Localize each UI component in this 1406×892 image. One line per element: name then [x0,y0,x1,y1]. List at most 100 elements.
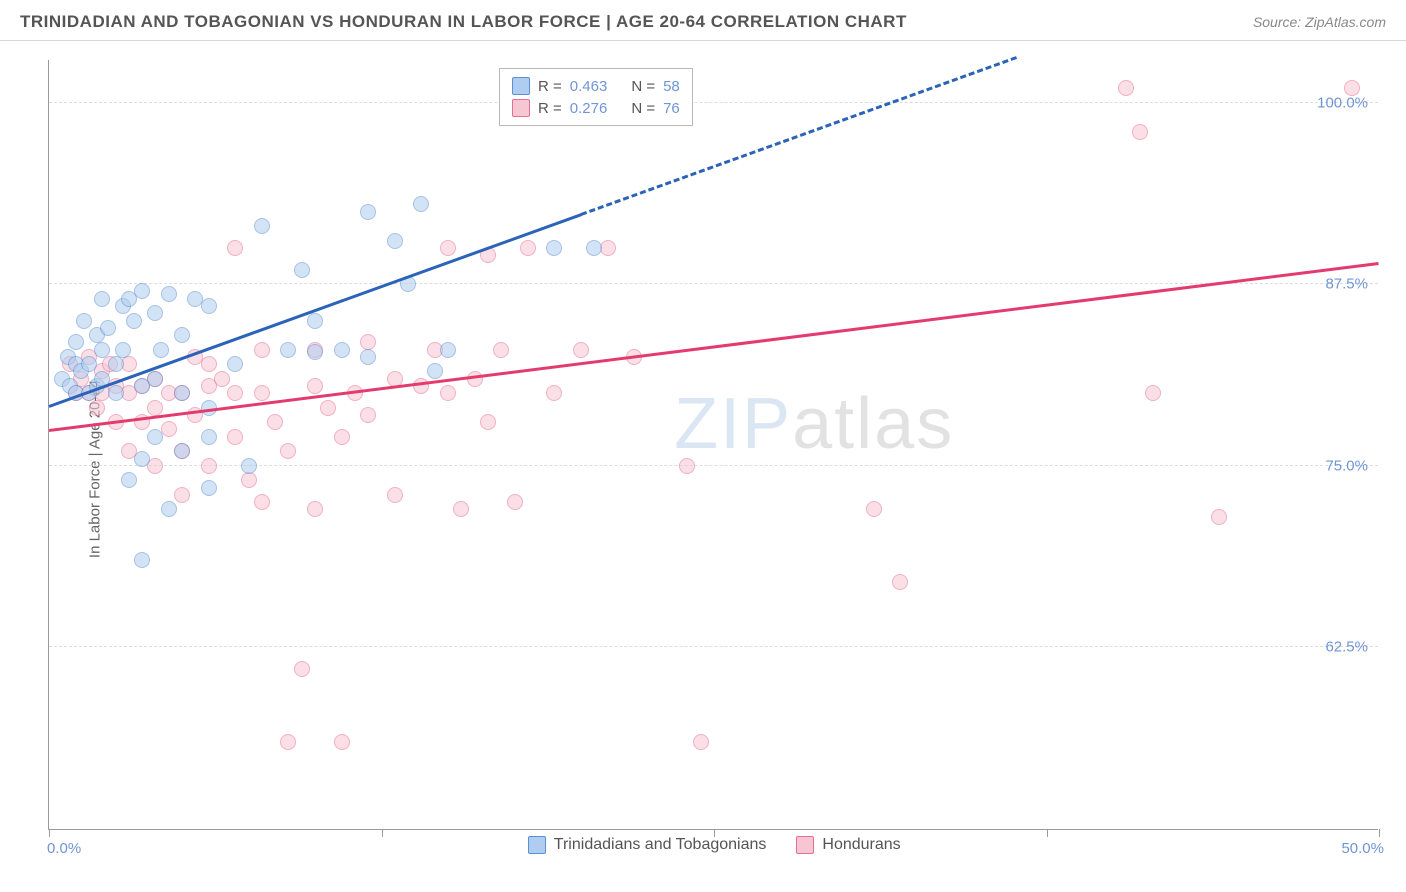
chart-area: In Labor Force | Age 20-64 ZIPatlas 62.5… [0,46,1406,892]
scatter-point [360,204,376,220]
scatter-point [440,342,456,358]
scatter-point [76,313,92,329]
legend-label: Hondurans [822,836,900,854]
scatter-point [108,385,124,401]
scatter-point [679,458,695,474]
scatter-point [294,661,310,677]
scatter-point [214,371,230,387]
scatter-point [1145,385,1161,401]
scatter-point [174,487,190,503]
scatter-point [334,734,350,750]
y-tick-label: 62.5% [1325,639,1368,656]
gridline [49,102,1378,103]
x-tick-label: 50.0% [1329,840,1384,857]
scatter-point [1118,80,1134,96]
scatter-point [520,240,536,256]
scatter-point [387,487,403,503]
scatter-point [693,734,709,750]
scatter-point [227,240,243,256]
scatter-point [174,327,190,343]
scatter-point [1211,509,1227,525]
scatter-point [480,414,496,430]
scatter-point [227,429,243,445]
scatter-point [147,429,163,445]
x-tick [1379,829,1380,837]
legend-item: Hondurans [796,836,900,854]
chart-title: TRINIDADIAN AND TOBAGONIAN VS HONDURAN I… [20,12,907,32]
scatter-point [254,494,270,510]
scatter-point [427,363,443,379]
legend-swatch [512,77,530,95]
scatter-point [453,501,469,517]
scatter-point [573,342,589,358]
scatter-point [440,385,456,401]
scatter-point [153,342,169,358]
x-tick [1047,829,1048,837]
x-tick [382,829,383,837]
trend-line [49,262,1379,432]
scatter-point [507,494,523,510]
scatter-point [280,342,296,358]
scatter-point [227,356,243,372]
scatter-point [126,313,142,329]
plot-region: ZIPatlas 62.5%75.0%87.5%100.0%0.0%50.0%R… [48,60,1378,830]
scatter-point [68,334,84,350]
scatter-point [174,443,190,459]
scatter-point [307,501,323,517]
scatter-point [413,196,429,212]
watermark: ZIPatlas [674,383,954,465]
legend-swatch [528,836,546,854]
scatter-point [254,385,270,401]
scatter-point [134,451,150,467]
scatter-point [201,356,217,372]
y-tick-label: 100.0% [1317,94,1368,111]
scatter-point [108,356,124,372]
scatter-point [241,458,257,474]
scatter-point [227,385,243,401]
legend-row: R =0.463N =58 [512,75,680,97]
scatter-point [241,472,257,488]
scatter-point [294,262,310,278]
scatter-point [201,298,217,314]
y-tick-label: 75.0% [1325,457,1368,474]
x-tick [49,829,50,837]
scatter-point [201,458,217,474]
legend-swatch [796,836,814,854]
scatter-point [267,414,283,430]
scatter-point [201,429,217,445]
scatter-point [174,385,190,401]
series-legend: Trinidadians and TobagoniansHondurans [528,836,901,854]
scatter-point [81,356,97,372]
scatter-point [360,407,376,423]
scatter-point [334,429,350,445]
scatter-point [147,305,163,321]
scatter-point [115,342,131,358]
x-tick-label: 0.0% [47,840,81,857]
scatter-point [440,240,456,256]
scatter-point [89,400,105,416]
legend-swatch [512,99,530,117]
scatter-point [94,342,110,358]
scatter-point [161,501,177,517]
scatter-point [493,342,509,358]
scatter-point [334,342,350,358]
scatter-point [360,349,376,365]
scatter-point [280,443,296,459]
source-label: Source: ZipAtlas.com [1253,14,1386,30]
scatter-point [307,313,323,329]
scatter-point [121,472,137,488]
scatter-point [134,283,150,299]
scatter-point [254,218,270,234]
scatter-point [546,385,562,401]
scatter-point [387,233,403,249]
correlation-legend: R =0.463N =58R =0.276N =76 [499,68,693,126]
scatter-point [280,734,296,750]
y-tick-label: 87.5% [1325,276,1368,293]
gridline [49,283,1378,284]
scatter-point [94,291,110,307]
scatter-point [254,342,270,358]
scatter-point [892,574,908,590]
scatter-point [1344,80,1360,96]
scatter-point [866,501,882,517]
scatter-point [1132,124,1148,140]
